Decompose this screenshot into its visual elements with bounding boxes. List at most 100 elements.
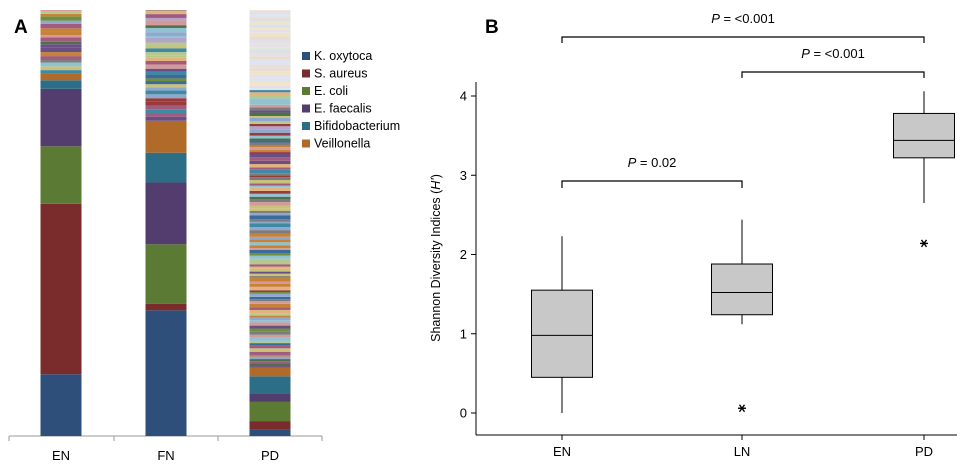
bar-segment-en-e-coli [40,146,82,204]
bar-segment-pd-minor [249,152,291,154]
stacked-bar-chart: A EN FN PD K. oxytoca S. aureus E. coli E. faec… [8,10,400,463]
bar-segment-fn-minor [145,116,187,121]
bar-segment-fn-e-coli [145,244,187,304]
bar-segment-fn-minor [145,57,187,61]
y-tick-label: 3 [460,168,467,183]
bar-segment-en-bifidobacterium [40,80,82,89]
bar-segment-pd-minor [249,54,291,57]
bar-segment-pd-e-faecalis [249,393,291,402]
bar-segment-fn-minor [145,48,187,53]
bar-segment-pd-minor [249,52,291,55]
bar-segment-pd-minor [249,245,291,249]
bar-segment-pd-minor [249,293,291,297]
bar-segment-pd-minor [249,236,291,240]
bar-segment-pd-minor [249,359,291,362]
bar-segment-pd-minor [249,177,291,181]
bar-segment-pd-minor [249,296,291,300]
bar-segment-pd-minor [249,142,291,146]
bar-segment-pd-minor [249,230,291,234]
bar-segment-en-veillonella [40,73,82,81]
bar-segment-pd-minor [249,242,291,246]
bar-segment-fn-minor [145,84,187,88]
bar-segment-pd-minor [249,10,291,15]
bar-segment-pd-minor [249,277,291,282]
bar-segment-pd-minor [249,183,291,186]
bar-segment-pd-e-coli [249,401,291,422]
bar-segment-pd-minor [249,307,291,310]
box-en [531,236,593,413]
bar-segment-pd-minor [249,271,291,274]
bar-segment-pd-minor [249,98,291,101]
bar-segment-fn-minor [145,78,187,82]
bar-segment-fn-minor [145,87,187,91]
bar-segment-fn-minor [145,37,187,43]
bar-segment-en-minor [40,28,82,32]
bar-segment-pd-minor [249,167,291,170]
bar-segment-pd-minor [249,85,291,89]
bar-segment-pd-minor [249,173,291,176]
stacked-bar-panel: A EN FN PD K. oxytoca S. aureus E. coli E. faec… [0,0,470,463]
bar-segment-fn-minor [145,81,187,85]
bar-segment-pd-minor [249,117,291,122]
bar-segment-pd-minor [249,227,291,231]
bar-segment-fn-minor [145,10,187,15]
bar-segment-pd-minor [249,313,291,316]
bar-segment-pd-minor [249,315,291,318]
bar-segment-pd-minor [249,248,291,250]
bar-segment-pd-minor [249,334,291,338]
bar-segment-pd-minor [249,354,291,357]
bar-segment-pd-s-aureus [249,421,291,430]
y-axis-label: Shannon Diversity Indices (H') [429,174,443,342]
bar-segment-pd-minor [249,193,291,197]
bar-segment-pd-minor [249,343,291,346]
bar-segment-pd-minor [249,145,291,148]
bar-segment-pd-minor [249,331,291,335]
bar-segment-pd-minor [249,317,291,321]
bar-segment-en-minor [40,70,82,74]
bar-segment-pd-minor [249,223,291,228]
bar-segment-fn-minor [145,101,187,106]
bar-segment-pd-minor [249,17,291,21]
bar-segment-pd-minor [249,266,291,269]
bar-segment-pd-minor [249,71,291,75]
bracket-line [741,71,925,78]
bar-segment-pd-minor [249,24,291,28]
significance-bracket: P = <0.001 [561,11,925,43]
bar-segment-en-minor [40,41,82,45]
bar-segment-fn-minor [145,44,187,49]
significance-bracket: P = 0.02 [561,155,743,188]
outlier-marker [920,239,928,248]
bar-segment-fn-s-aureus [145,303,187,311]
bar-segment-pd-minor [249,292,291,294]
bar-segment-pd-minor [249,100,291,105]
bar-segment-pd-minor [249,190,291,194]
bar-segment-pd-minor [249,83,291,86]
bar-segment-pd-minor [249,345,291,349]
bar-segment-en-minor [40,47,82,53]
bar-segment-pd-minor [249,107,291,111]
bar-segment-en-e-faecalis [40,88,82,147]
bar-segment-pd-minor [249,268,291,272]
bar-segment-pd-minor [249,299,291,302]
bar-segment-pd-minor [249,160,291,165]
bar-segment-pd-minor [249,215,291,220]
bar-segment-pd-minor [249,77,291,81]
bar-segment-en-minor [40,52,82,57]
bar-segment-fn-minor [145,94,187,99]
legend-label: Veillonella [314,137,370,151]
bar-segment-pd-minor [249,15,291,18]
bar-segment-pd-minor [249,196,291,199]
bar-segment-fn-minor [145,74,187,79]
bar-segment-fn-e-faecalis [145,182,187,245]
bar-segment-pd-minor [249,10,291,11]
bar-segment-en-minor [40,66,82,71]
box-ln [711,219,773,413]
box-iqr [531,289,593,378]
p-value-label: P = <0.001 [711,11,775,26]
bar-segment-pd-minor [249,29,291,33]
bar-segment-pd-minor [249,32,291,37]
bar-segment-pd-minor [249,20,291,22]
bar-segment-pd-minor [249,361,291,364]
bar-segment-fn-minor [145,64,187,69]
y-tick-label: 1 [460,326,467,341]
